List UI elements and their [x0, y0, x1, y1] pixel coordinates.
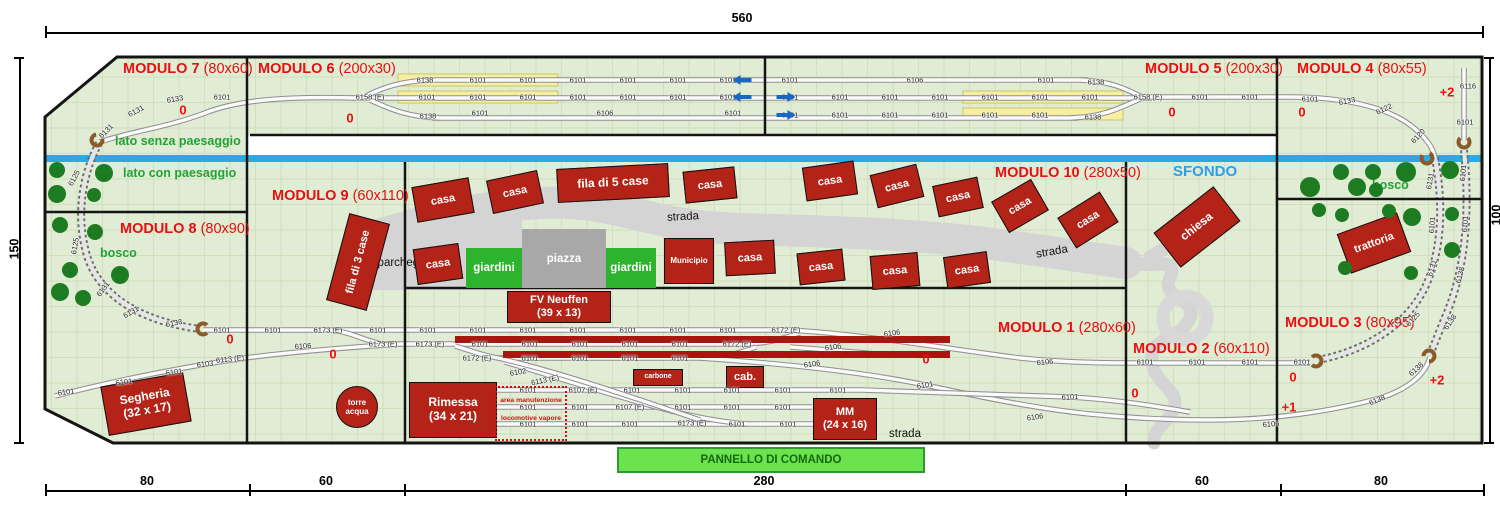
track: [365, 78, 433, 98]
track: [1069, 97, 1141, 120]
track: [54, 342, 401, 398]
track: [1140, 95, 1437, 159]
road: [1143, 226, 1193, 264]
maintenance-line2: locomotive vapore: [500, 415, 562, 422]
control-panel-label: PANNELLO DI COMANDO: [700, 454, 842, 466]
track: [99, 95, 357, 144]
track: [861, 388, 1191, 414]
road-loop: [1156, 289, 1214, 347]
track: [369, 98, 441, 120]
ballast-track: [79, 142, 201, 332]
plan-outline: [43, 55, 1484, 445]
module-gap: [248, 136, 1277, 155]
backdrop-line: [45, 155, 1482, 162]
maintenance-area-box: area manutenzione locomotive vapore: [495, 386, 567, 441]
station-platform: [503, 351, 950, 358]
maintenance-line1: area manutenzione: [500, 397, 562, 404]
ballast-track: [1317, 157, 1443, 363]
track: [1079, 78, 1143, 99]
station-platform: [455, 336, 950, 343]
ballast-track: [1317, 157, 1445, 364]
track: [789, 328, 1127, 365]
ballast-track: [77, 141, 201, 333]
track: [497, 356, 701, 422]
track: [699, 356, 1432, 422]
track: [54, 341, 401, 399]
control-panel-box: PANNELLO DI COMANDO: [617, 447, 925, 473]
ballast-track: [1428, 149, 1469, 355]
